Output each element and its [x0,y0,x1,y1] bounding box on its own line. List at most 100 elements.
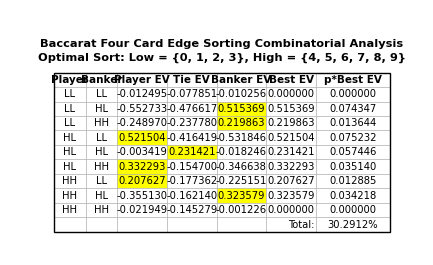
Text: 0.057446: 0.057446 [329,147,376,157]
Bar [54,160,86,174]
Bar [167,101,216,116]
Bar [117,174,167,188]
Text: 0.074347: 0.074347 [329,104,376,114]
Text: HL: HL [95,147,108,157]
Text: HL: HL [63,133,76,143]
Text: 0.323579: 0.323579 [218,191,265,201]
Bar [54,145,86,160]
Text: LL: LL [65,104,75,114]
Bar [266,145,316,160]
Bar [316,101,390,116]
Text: -0.077851: -0.077851 [166,89,217,99]
Text: HH: HH [94,205,109,215]
Bar [216,130,266,145]
Bar [266,87,316,101]
Bar [266,116,316,130]
Bar [167,73,216,87]
Text: Best EV: Best EV [268,75,313,85]
Text: Total:: Total: [288,219,314,229]
Bar [216,116,266,130]
Text: -0.018246: -0.018246 [216,147,267,157]
Text: p*Best EV: p*Best EV [324,75,382,85]
Bar [216,101,266,116]
Text: 0.231421: 0.231421 [168,147,216,157]
Bar [117,203,167,217]
Text: 0.332293: 0.332293 [118,162,166,172]
Text: -0.162140: -0.162140 [166,191,217,201]
Text: 0.515369: 0.515369 [267,104,315,114]
Text: -0.248970: -0.248970 [116,118,168,128]
Text: HH: HH [94,118,109,128]
Bar [316,116,390,130]
Bar [86,174,117,188]
Bar [86,160,117,174]
Text: -0.001226: -0.001226 [216,205,267,215]
Text: HH: HH [94,162,109,172]
Bar [216,174,266,188]
Text: HH: HH [62,191,78,201]
Bar [316,217,390,232]
Bar [86,217,117,232]
Bar [266,174,316,188]
Bar [167,217,216,232]
Bar [54,130,86,145]
Text: 0.000000: 0.000000 [329,89,376,99]
Bar [266,188,316,203]
Text: Player: Player [52,75,88,85]
Bar [86,203,117,217]
Bar [54,203,86,217]
Text: HH: HH [62,205,78,215]
Text: 0.207627: 0.207627 [118,176,166,186]
Text: Banker: Banker [81,75,122,85]
Text: 0.000000: 0.000000 [329,205,376,215]
Text: 0.013644: 0.013644 [329,118,376,128]
Bar [86,130,117,145]
Bar [86,116,117,130]
Bar [316,160,390,174]
Bar [167,130,216,145]
Text: Baccarat Four Card Edge Sorting Combinatorial Analysis: Baccarat Four Card Edge Sorting Combinat… [40,39,404,49]
Text: -0.476617: -0.476617 [166,104,217,114]
Text: -0.346638: -0.346638 [216,162,267,172]
Text: -0.003419: -0.003419 [116,147,168,157]
Bar [266,101,316,116]
Bar [54,73,86,87]
Text: LL: LL [96,89,107,99]
Text: -0.237780: -0.237780 [166,118,217,128]
Text: LL: LL [65,89,75,99]
Bar [216,73,266,87]
Text: 0.034218: 0.034218 [329,191,376,201]
Bar [316,188,390,203]
Text: -0.552733: -0.552733 [116,104,168,114]
Bar [54,188,86,203]
Bar [54,101,86,116]
Bar [167,203,216,217]
Bar [216,203,266,217]
Bar [167,188,216,203]
Text: -0.225151: -0.225151 [216,176,267,186]
Bar [54,174,86,188]
Text: 0.012885: 0.012885 [329,176,376,186]
Text: 0.521504: 0.521504 [118,133,166,143]
Bar [86,73,117,87]
Bar [86,145,117,160]
Bar [117,116,167,130]
Text: LL: LL [96,176,107,186]
Text: 0.035140: 0.035140 [329,162,376,172]
Text: 0.515369: 0.515369 [217,104,265,114]
Text: 30.2912%: 30.2912% [327,219,378,229]
Text: -0.012495: -0.012495 [116,89,168,99]
Bar [54,217,86,232]
Text: Optimal Sort: Low = {0, 1, 2, 3}, High = {4, 5, 6, 7, 8, 9}: Optimal Sort: Low = {0, 1, 2, 3}, High =… [38,53,406,64]
Bar [167,174,216,188]
Bar [167,160,216,174]
Bar [86,188,117,203]
Text: -0.416419: -0.416419 [166,133,217,143]
Text: 0.219863: 0.219863 [267,118,315,128]
Text: -0.010256: -0.010256 [216,89,267,99]
Bar [216,217,266,232]
Text: -0.177362: -0.177362 [166,176,217,186]
Bar [266,160,316,174]
Bar [167,116,216,130]
Bar [316,203,390,217]
